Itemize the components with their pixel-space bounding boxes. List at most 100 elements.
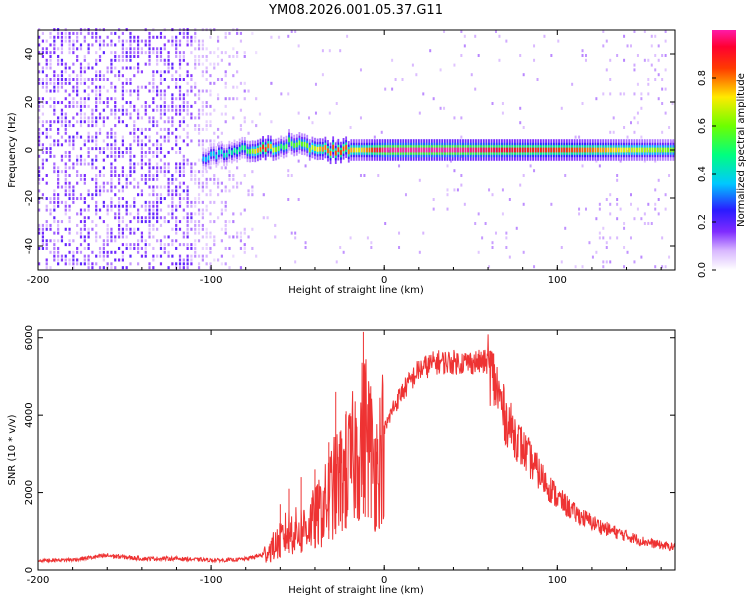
spectrogram-ridge-cell — [337, 147, 340, 153]
spectrogram-cell — [220, 51, 223, 55]
spectrogram-cell — [125, 47, 128, 51]
spectrogram-cell — [205, 181, 208, 185]
spectrogram-cell — [110, 166, 113, 170]
spectrogram-cell — [197, 139, 201, 143]
spectrogram-cell — [144, 51, 147, 55]
spectrogram-cell — [60, 112, 64, 116]
spectrogram-ridge-cell — [420, 147, 423, 153]
spectrogram-cell — [186, 101, 189, 105]
spectrogram-cell — [194, 239, 197, 243]
spectrogram-cell — [236, 235, 239, 239]
spectrogram-cell — [213, 220, 216, 224]
spectrogram-cell — [418, 250, 421, 254]
spectrogram-cell — [197, 89, 201, 93]
spectrogram-cell — [68, 208, 71, 212]
spectrogram-cell — [57, 131, 60, 135]
spectrogram-cell — [83, 112, 86, 116]
spectrogram-cell — [197, 231, 201, 235]
spectrogram-cell — [194, 93, 197, 97]
spectrogram-cell — [79, 81, 83, 85]
spectrogram-cell — [581, 265, 584, 269]
spectrogram-cell — [197, 223, 201, 227]
spectrogram-cell — [68, 31, 71, 35]
spectrogram-cell — [432, 97, 435, 101]
spectrogram-ridge-cell — [399, 147, 402, 153]
spectrogram-cell — [623, 126, 626, 129]
spectrogram-cell — [68, 258, 71, 262]
spectrogram-cell — [79, 174, 83, 177]
spectrogram-cell — [224, 204, 227, 208]
spectrogram-cell — [224, 120, 227, 124]
spectrogram-cell — [213, 51, 216, 55]
spectrogram-cell — [68, 239, 71, 243]
spectrogram-ridge-cell — [316, 146, 319, 152]
spectrogram-cell — [110, 185, 113, 189]
spectrogram-cell — [140, 216, 144, 220]
spectrogram-cell — [41, 101, 45, 105]
spectrogram-cell — [57, 246, 60, 250]
spectrogram-cell — [53, 120, 56, 124]
spectrogram-ridge-cell — [591, 147, 594, 153]
spectrogram-cell — [186, 131, 189, 135]
spectrogram-cell — [83, 239, 86, 243]
spectrogram-cell — [133, 246, 136, 250]
spectrogram-cell — [98, 170, 102, 174]
spectrogram-cell — [418, 111, 421, 115]
spectrogram-cell — [236, 181, 239, 185]
spectrogram-cell — [98, 254, 102, 258]
spectrogram-cell — [64, 139, 67, 143]
spectrogram-cell — [91, 31, 94, 35]
spectrogram-cell — [114, 158, 117, 162]
spectrogram-cell — [654, 68, 657, 72]
spectrogram-cell — [494, 30, 497, 33]
spectrogram-cell — [182, 181, 185, 185]
spectrogram-cell — [152, 81, 155, 85]
colorbar-tick-label: 0.0 — [697, 262, 708, 278]
spectrogram-cell — [328, 49, 331, 53]
spectrogram-cell — [64, 70, 67, 74]
spectrogram-cell — [114, 101, 117, 105]
spectrogram-cell — [239, 127, 243, 131]
spectrogram-cell — [125, 235, 128, 239]
spectrogram-cell — [612, 130, 615, 134]
spectrogram-cell — [453, 63, 456, 67]
spectrogram-cell — [159, 74, 163, 78]
spectrogram-cell — [201, 112, 204, 116]
spectrogram-ridge-cell — [604, 147, 607, 153]
spectrogram-ridge-cell — [633, 147, 636, 153]
spectrogram-cell — [64, 243, 67, 247]
spectrogram-cell — [664, 207, 667, 211]
spectrogram-cell — [102, 246, 105, 250]
spectrogram-cell — [647, 202, 650, 206]
spectrogram-cell — [661, 54, 664, 57]
spectrogram-cell — [175, 97, 178, 101]
spectrogram-cell — [178, 112, 182, 116]
spectrogram-ridge-cell — [428, 147, 431, 153]
spectrogram-cell — [401, 78, 404, 81]
spectrogram-cell — [110, 127, 113, 131]
spectrogram-cell — [236, 185, 239, 189]
spectrogram-cell — [95, 135, 98, 139]
spectrogram-cell — [654, 78, 657, 81]
spectrogram-cell — [148, 266, 151, 270]
spectrogram-cell — [178, 266, 182, 270]
spectrogram-cell — [117, 227, 121, 231]
spectrogram-cell — [87, 51, 90, 55]
spectrogram-cell — [175, 239, 178, 243]
spectrogram-cell — [49, 197, 52, 201]
spectrogram-cell — [449, 159, 452, 163]
spectrogram-cell — [41, 227, 45, 231]
spectrogram-cell — [60, 124, 64, 128]
spectrogram-cell — [121, 66, 124, 70]
spectrogram-cell — [201, 70, 204, 74]
spectrogram-cell — [144, 62, 147, 66]
spectrogram-cell — [129, 150, 132, 154]
spectrogram-cell — [515, 226, 518, 230]
spectrogram-cell — [41, 162, 45, 166]
spectrogram-cell — [41, 239, 45, 243]
spectrogram-cell — [83, 223, 86, 227]
spectrogram-cell — [595, 159, 598, 163]
spectrogram-cell — [45, 147, 48, 151]
spectrogram-cell — [197, 212, 201, 216]
